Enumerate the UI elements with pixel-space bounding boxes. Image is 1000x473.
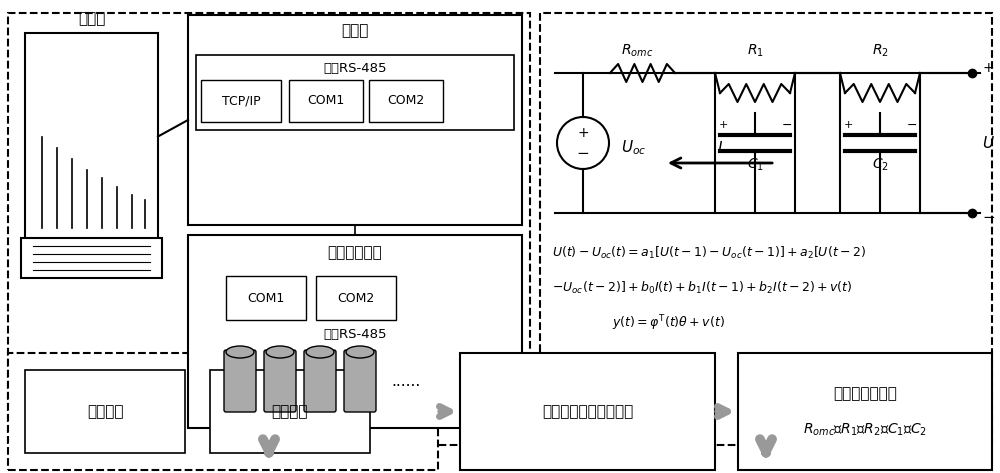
Text: $-U_{oc}(t-2)]+b_0I(t)+b_1I(t-1)+b_2I(t-2)+v(t)$: $-U_{oc}(t-2)]+b_0I(t)+b_1I(t-1)+b_2I(t-… xyxy=(552,280,853,296)
Bar xyxy=(25,33,158,240)
Text: $R_{omc}$，$R_1$，$R_2$，$C_1$，$C_2$: $R_{omc}$，$R_1$，$R_2$，$C_1$，$C_2$ xyxy=(803,421,927,438)
Text: +: + xyxy=(982,61,994,75)
Text: +: + xyxy=(577,126,589,140)
Text: −: − xyxy=(577,146,589,160)
Bar xyxy=(460,353,715,470)
Text: $R_2$: $R_2$ xyxy=(872,43,888,59)
FancyBboxPatch shape xyxy=(344,350,376,412)
Text: 实测电压: 实测电压 xyxy=(87,404,123,419)
Text: +: + xyxy=(718,120,728,130)
Text: COM1: COM1 xyxy=(247,291,285,305)
Bar xyxy=(369,80,443,122)
FancyBboxPatch shape xyxy=(224,350,256,412)
FancyBboxPatch shape xyxy=(304,350,336,412)
Text: TCP/IP: TCP/IP xyxy=(222,95,260,107)
Bar xyxy=(540,13,992,445)
Text: 上位机: 上位机 xyxy=(78,11,105,26)
Text: $U_{oc}$: $U_{oc}$ xyxy=(621,139,646,158)
Text: $C_1$: $C_1$ xyxy=(747,157,763,173)
Text: 电池测试设备: 电池测试设备 xyxy=(328,245,382,261)
Bar xyxy=(25,370,185,453)
Ellipse shape xyxy=(226,346,254,358)
Text: +: + xyxy=(843,120,853,130)
Text: 中位机: 中位机 xyxy=(341,24,369,38)
Text: $I$: $I$ xyxy=(717,140,723,156)
Text: 多新息递推贝叶斯算法: 多新息递推贝叶斯算法 xyxy=(542,404,633,419)
Text: −: − xyxy=(782,119,792,131)
Text: 串口RS-485: 串口RS-485 xyxy=(323,62,387,76)
Text: 串口RS-485: 串口RS-485 xyxy=(323,329,387,342)
Text: −: − xyxy=(982,210,995,226)
Text: COM1: COM1 xyxy=(307,95,345,107)
Ellipse shape xyxy=(306,346,334,358)
Text: $U(t)-U_{oc}(t)=a_1[U(t-1)-U_{oc}(t-1)]+a_2[U(t-2)$: $U(t)-U_{oc}(t)=a_1[U(t-1)-U_{oc}(t-1)]+… xyxy=(552,245,866,261)
Bar xyxy=(196,55,514,130)
Text: −: − xyxy=(907,119,917,131)
Text: 实测电流: 实测电流 xyxy=(272,404,308,419)
Text: $C_2$: $C_2$ xyxy=(872,157,888,173)
Ellipse shape xyxy=(266,346,294,358)
Bar xyxy=(210,370,370,453)
Bar xyxy=(738,353,992,470)
Bar xyxy=(21,238,162,278)
Bar xyxy=(8,353,438,470)
Text: $R_1$: $R_1$ xyxy=(747,43,763,59)
Bar xyxy=(201,80,281,122)
Bar xyxy=(226,276,306,320)
Text: $R_{omc}$: $R_{omc}$ xyxy=(621,43,654,59)
Text: COM2: COM2 xyxy=(387,95,425,107)
Text: $U$: $U$ xyxy=(982,135,995,151)
Text: COM2: COM2 xyxy=(337,291,375,305)
Bar xyxy=(289,80,363,122)
Bar xyxy=(188,15,522,225)
Text: ......: ...... xyxy=(391,374,421,388)
Text: 得到辨识结果：: 得到辨识结果： xyxy=(833,386,897,401)
FancyBboxPatch shape xyxy=(264,350,296,412)
Ellipse shape xyxy=(346,346,374,358)
Bar xyxy=(188,235,522,428)
Text: $y(t)=\varphi^\mathrm{T}(t)\theta+v(t)$: $y(t)=\varphi^\mathrm{T}(t)\theta+v(t)$ xyxy=(612,313,725,333)
Bar xyxy=(8,13,530,445)
Bar xyxy=(316,276,396,320)
